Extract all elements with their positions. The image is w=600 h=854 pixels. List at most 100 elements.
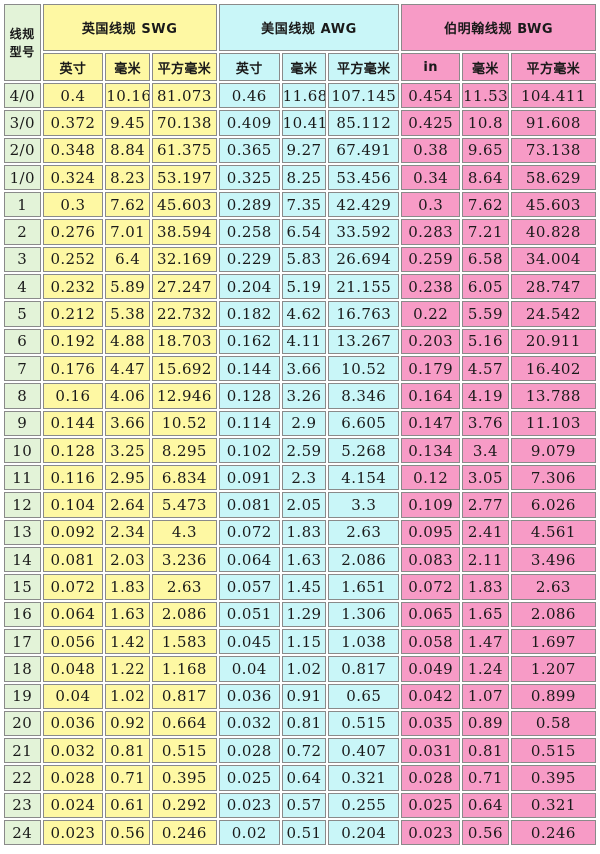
awg-inch-cell: 0.064 — [218, 547, 280, 573]
gauge-number-cell: 18 — [4, 656, 41, 682]
gauge-number-cell: 10 — [4, 437, 41, 464]
bwg-mm2-cell: 58.629 — [510, 164, 596, 191]
swg-mm-cell: 0.71 — [105, 765, 150, 791]
swg-unit-mm2: 平方毫米 — [151, 53, 217, 81]
table-row: 10 0.128 3.25 8.295 0.102 2.59 5.268 0.134 3.4 9.… — [4, 437, 596, 464]
bwg-mm2-cell: 1.207 — [510, 656, 596, 682]
gauge-number-cell: 2/0 — [4, 137, 41, 163]
awg-mm2-cell: 16.763 — [328, 301, 400, 327]
awg-inch-cell: 0.114 — [218, 410, 280, 436]
swg-inch-cell: 0.116 — [42, 465, 104, 491]
swg-inch-cell: 0.4 — [42, 83, 104, 109]
swg-mm2-cell: 0.292 — [151, 792, 217, 819]
bwg-mm2-cell: 2.63 — [510, 574, 596, 600]
swg-mm-cell: 1.83 — [105, 574, 150, 600]
awg-inch-cell: 0.258 — [218, 219, 280, 245]
bwg-inch-cell: 0.031 — [401, 738, 461, 764]
swg-mm-cell: 0.81 — [105, 738, 150, 764]
swg-mm2-cell: 1.583 — [151, 628, 217, 655]
swg-mm-cell: 4.88 — [105, 328, 150, 354]
table-row: 6 0.192 4.88 18.703 0.162 4.11 13.267 0.203 5.16… — [4, 328, 596, 354]
awg-mm-cell: 2.59 — [281, 437, 327, 464]
gauge-number-cell: 22 — [4, 765, 41, 791]
bwg-mm-cell: 2.77 — [462, 492, 509, 518]
table-row: 13 0.092 2.34 4.3 0.072 1.83 2.63 0.095 2.41 4.56… — [4, 519, 596, 546]
swg-inch-cell: 0.3 — [42, 192, 104, 218]
swg-mm-cell: 4.06 — [105, 383, 150, 409]
bwg-mm-cell: 5.16 — [462, 328, 509, 354]
table-row: 16 0.064 1.63 2.086 0.051 1.29 1.306 0.065 1.65 2… — [4, 601, 596, 627]
swg-inch-cell: 0.032 — [42, 738, 104, 764]
bwg-inch-cell: 0.283 — [401, 219, 461, 245]
gauge-number-cell: 11 — [4, 465, 41, 491]
swg-title: 英国线规 SWG — [42, 4, 217, 51]
awg-mm2-cell: 0.321 — [328, 765, 400, 791]
swg-mm2-cell: 4.3 — [151, 519, 217, 546]
swg-inch-cell: 0.372 — [42, 110, 104, 136]
swg-mm-cell: 0.92 — [105, 710, 150, 737]
bwg-inch-cell: 0.023 — [401, 820, 461, 846]
gauge-number-cell: 4/0 — [4, 83, 41, 109]
bwg-inch-cell: 0.058 — [401, 628, 461, 655]
swg-mm2-cell: 0.515 — [151, 738, 217, 764]
bwg-inch-cell: 0.025 — [401, 792, 461, 819]
awg-mm2-cell: 8.346 — [328, 383, 400, 409]
awg-mm2-cell: 0.407 — [328, 738, 400, 764]
swg-mm2-cell: 8.295 — [151, 437, 217, 464]
awg-inch-cell: 0.46 — [218, 83, 280, 109]
awg-mm-cell: 7.35 — [281, 192, 327, 218]
swg-mm2-cell: 15.692 — [151, 355, 217, 382]
bwg-mm-cell: 3.05 — [462, 465, 509, 491]
bwg-mm-cell: 1.07 — [462, 683, 509, 709]
awg-mm2-cell: 3.3 — [328, 492, 400, 518]
swg-mm2-cell: 0.246 — [151, 820, 217, 846]
swg-mm2-cell: 2.086 — [151, 601, 217, 627]
swg-mm2-cell: 2.63 — [151, 574, 217, 600]
awg-mm2-cell: 0.515 — [328, 710, 400, 737]
bwg-inch-cell: 0.259 — [401, 246, 461, 273]
awg-inch-cell: 0.365 — [218, 137, 280, 163]
awg-mm-cell: 1.15 — [281, 628, 327, 655]
bwg-mm2-cell: 24.542 — [510, 301, 596, 327]
awg-mm-cell: 0.91 — [281, 683, 327, 709]
gauge-number-cell: 16 — [4, 601, 41, 627]
bwg-mm2-cell: 0.395 — [510, 765, 596, 791]
awg-inch-cell: 0.036 — [218, 683, 280, 709]
awg-inch-cell: 0.289 — [218, 192, 280, 218]
bwg-mm-cell: 2.11 — [462, 547, 509, 573]
bwg-inch-cell: 0.38 — [401, 137, 461, 163]
gauge-number-cell: 3/0 — [4, 110, 41, 136]
awg-inch-cell: 0.032 — [218, 710, 280, 737]
bwg-mm2-cell: 73.138 — [510, 137, 596, 163]
swg-mm-cell: 1.22 — [105, 656, 150, 682]
awg-mm-cell: 11.68 — [281, 83, 327, 109]
swg-inch-cell: 0.104 — [42, 492, 104, 518]
swg-inch-cell: 0.048 — [42, 656, 104, 682]
swg-mm2-cell: 53.197 — [151, 164, 217, 191]
bwg-inch-cell: 0.072 — [401, 574, 461, 600]
bwg-mm2-cell: 0.246 — [510, 820, 596, 846]
awg-mm2-cell: 0.817 — [328, 656, 400, 682]
table-row: 8 0.16 4.06 12.946 0.128 3.26 8.346 0.164 4.19 13… — [4, 383, 596, 409]
gauge-number-cell: 6 — [4, 328, 41, 354]
swg-mm2-cell: 6.834 — [151, 465, 217, 491]
swg-mm2-cell: 61.375 — [151, 137, 217, 163]
awg-inch-cell: 0.091 — [218, 465, 280, 491]
swg-mm2-cell: 1.168 — [151, 656, 217, 682]
awg-mm2-cell: 2.63 — [328, 519, 400, 546]
swg-mm2-cell: 81.073 — [151, 83, 217, 109]
awg-mm-cell: 3.26 — [281, 383, 327, 409]
gauge-number-cell: 23 — [4, 792, 41, 819]
table-row: 17 0.056 1.42 1.583 0.045 1.15 1.038 0.058 1.47 1… — [4, 628, 596, 655]
awg-mm-cell: 5.19 — [281, 274, 327, 300]
awg-mm-cell: 2.05 — [281, 492, 327, 518]
gauge-number-cell: 21 — [4, 738, 41, 764]
swg-mm-cell: 0.56 — [105, 820, 150, 846]
swg-inch-cell: 0.144 — [42, 410, 104, 436]
swg-mm-cell: 3.25 — [105, 437, 150, 464]
bwg-mm2-cell: 0.321 — [510, 792, 596, 819]
swg-inch-cell: 0.324 — [42, 164, 104, 191]
awg-inch-cell: 0.023 — [218, 792, 280, 819]
gauge-number-cell: 24 — [4, 820, 41, 846]
bwg-inch-cell: 0.179 — [401, 355, 461, 382]
